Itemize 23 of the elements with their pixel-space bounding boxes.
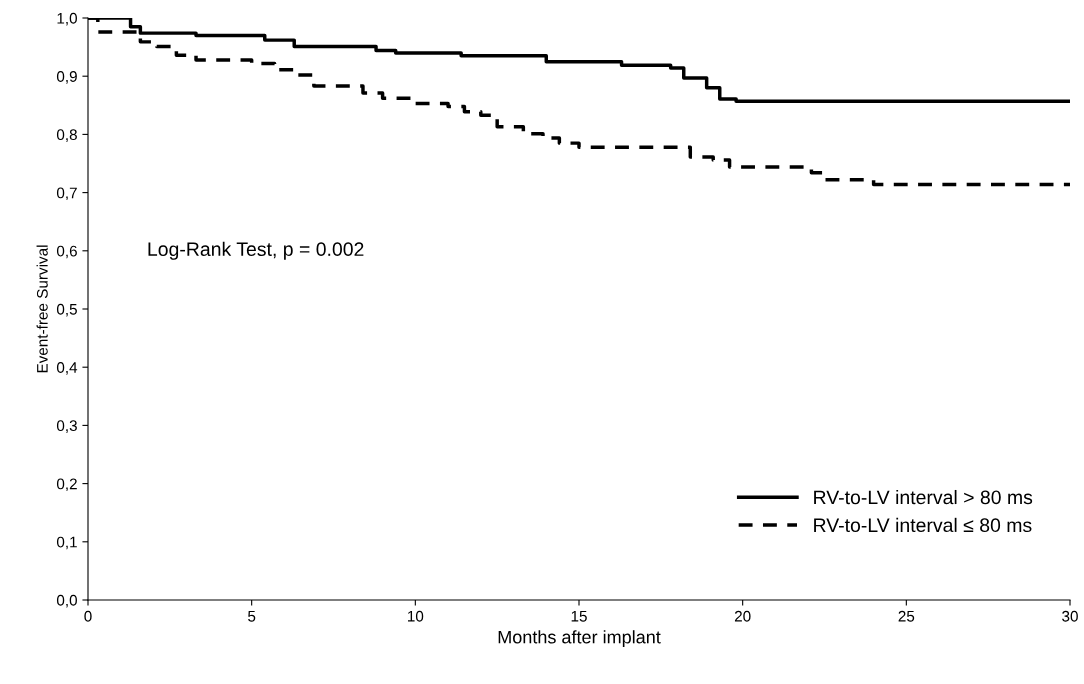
y-tick-label: 1,0 xyxy=(57,12,77,26)
y-tick-label: 0,3 xyxy=(56,420,77,433)
legend-label: RV-to-LV interval ≤ 80 ms xyxy=(814,517,1032,533)
y-tick-label: 0,6 xyxy=(56,245,77,259)
y-tick-label: 0,4 xyxy=(56,362,78,375)
y-axis-title: Event-free Survival xyxy=(36,245,48,373)
y-tick-label: 0,5 xyxy=(56,303,77,317)
y-tick-label: 0,2 xyxy=(56,478,77,492)
x-tick-label: 15 xyxy=(571,610,587,622)
x-tick-label: 0 xyxy=(84,610,92,622)
y-tick-label: 0,8 xyxy=(56,129,77,142)
y-tick-label: 0,0 xyxy=(56,594,77,608)
x-tick-label: 25 xyxy=(898,610,915,622)
x-tick-label: 10 xyxy=(408,610,424,622)
x-tick-label: 30 xyxy=(1062,610,1078,622)
x-axis-title: Months after implant xyxy=(498,630,661,648)
y-tick-label: 0,7 xyxy=(56,187,77,201)
x-tick-label: 20 xyxy=(734,610,751,622)
x-tick-label: 5 xyxy=(248,610,256,622)
y-tick-label: 0,9 xyxy=(56,71,77,84)
y-tick-label: 0,1 xyxy=(56,536,77,550)
legend-label: RV-to-LV interval > 80 ms xyxy=(814,489,1033,505)
annotation: Log-Rank Test, p = 0.002 xyxy=(148,241,364,260)
